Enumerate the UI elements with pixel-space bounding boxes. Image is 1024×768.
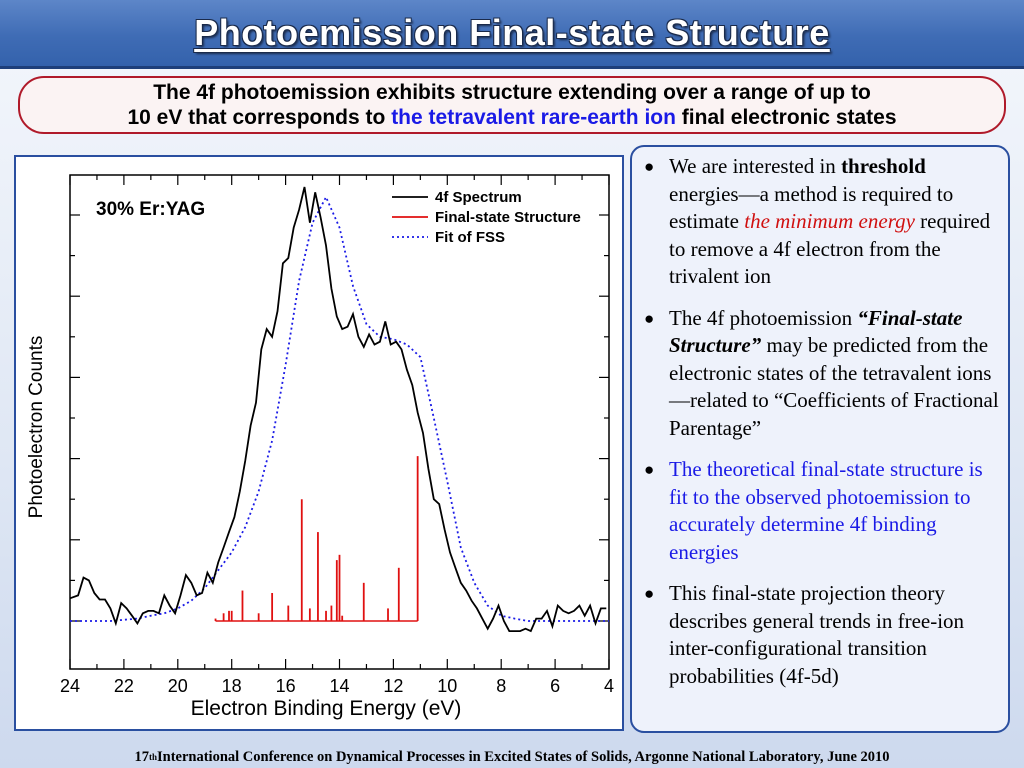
bullet-item: ● This final-state projection theory des… bbox=[644, 580, 1000, 690]
bullet-item: ● We are interested in threshold energie… bbox=[644, 153, 1000, 291]
x-tick-label: 16 bbox=[276, 676, 296, 696]
subtitle-line-2: 10 eV that corresponds to the tetravalen… bbox=[127, 105, 896, 130]
bullet-dot-icon: ● bbox=[644, 584, 655, 603]
footer-ordinal-suffix: th bbox=[148, 752, 157, 762]
sample-annotation: 30% Er:YAG bbox=[96, 199, 205, 220]
bullet-emphasis-red: the minimum energy bbox=[744, 209, 915, 233]
x-tick-label: 14 bbox=[329, 676, 349, 696]
x-tick-label: 24 bbox=[60, 676, 80, 696]
bullet-dot-icon: ● bbox=[644, 460, 655, 479]
bullet-list: ● We are interested in threshold energie… bbox=[644, 153, 1000, 690]
bullet-dot-icon: ● bbox=[644, 308, 655, 328]
x-tick-label: 20 bbox=[168, 676, 188, 696]
subtitle-line-1: The 4f photoemission exhibits structure … bbox=[153, 81, 871, 104]
legend-label: Final-state Structure bbox=[435, 209, 581, 226]
bullet-text: The 4f photoemission bbox=[669, 305, 858, 330]
subtitle-line-2-end: final electronic states bbox=[675, 106, 897, 129]
x-tick-label: 10 bbox=[437, 676, 457, 696]
bullet-emphasis: “Final-state Structure” bbox=[669, 305, 963, 358]
bullet-text: This final-state projection theory descr… bbox=[669, 581, 965, 688]
legend: 4f Spectrum Final-state Structure Fit of F… bbox=[392, 189, 581, 246]
footer-text: International Conference on Dynamical Pr… bbox=[157, 748, 890, 765]
footer-ordinal: 17 bbox=[134, 748, 149, 765]
x-tick-label: 6 bbox=[550, 676, 560, 696]
fit-fss-line bbox=[70, 195, 609, 622]
bullet-text: required to remove a 4f electron from th… bbox=[669, 209, 991, 288]
x-tick-label: 4 bbox=[604, 676, 614, 696]
legend-label: Fit of FSS bbox=[435, 229, 505, 246]
subtitle-box: The 4f photoemission exhibits structure … bbox=[18, 76, 1006, 134]
bullet-text: energies—a method is required to estimat… bbox=[669, 181, 954, 234]
spectrum-line bbox=[69, 186, 607, 633]
bullet-item: ● The theoretical final-state structure … bbox=[644, 456, 1000, 566]
bullet-text: The theoretical final-state structure is… bbox=[669, 457, 983, 564]
subtitle-highlight: the tetravalent rare-earth ion bbox=[391, 106, 676, 129]
y-axis-label: Photoelectron Counts bbox=[26, 336, 47, 519]
x-tick-label: 8 bbox=[496, 676, 506, 696]
fss-sticks bbox=[214, 456, 419, 622]
title-bar: Photoemission Final-state Structure bbox=[0, 0, 1024, 69]
spectrum-chart: 24 22 20 18 16 14 12 10 8 6 4 30% Er:YAG 4f Spectr… bbox=[26, 174, 614, 720]
bullet-dot-icon: ● bbox=[644, 157, 655, 176]
bullet-text: may be predicted from the electronic sta… bbox=[669, 333, 999, 440]
bullets-panel: ● We are interested in threshold energie… bbox=[630, 145, 1010, 733]
subtitle-line-2-start: 10 eV that corresponds to bbox=[127, 106, 392, 129]
x-tick-labels: 24 22 20 18 16 14 12 10 8 6 4 bbox=[60, 676, 614, 696]
figure-frame: 24 22 20 18 16 14 12 10 8 6 4 30% Er:YAG 4f Spectr… bbox=[14, 155, 624, 731]
x-axis-label: Electron Binding Energy (eV) bbox=[191, 697, 462, 720]
legend-label: 4f Spectrum bbox=[435, 189, 522, 206]
x-tick-label: 18 bbox=[222, 676, 242, 696]
slide-title: Photoemission Final-state Structure bbox=[194, 12, 830, 53]
x-tick-label: 22 bbox=[114, 676, 134, 696]
series-layer bbox=[69, 186, 609, 633]
bullet-text: We are interested in bbox=[669, 154, 842, 178]
bullet-emphasis: threshold bbox=[841, 154, 926, 178]
x-tick-label: 12 bbox=[383, 676, 403, 696]
bullet-item: ● The 4f photoemission “Final-state Stru… bbox=[644, 305, 1000, 443]
